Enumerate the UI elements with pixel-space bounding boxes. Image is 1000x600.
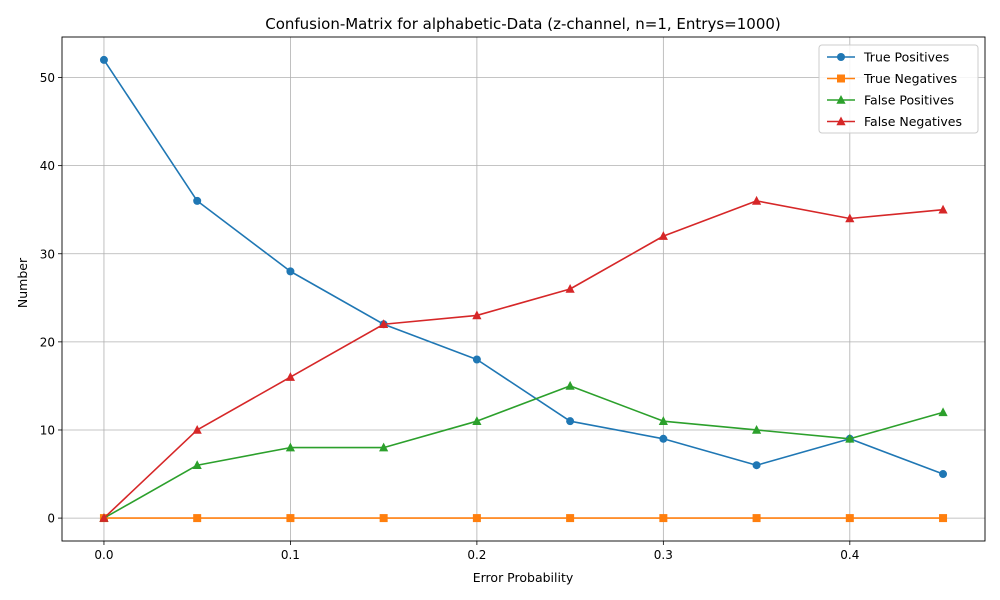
- data-point-true-positives: [939, 470, 948, 479]
- data-point-false-positives: [938, 407, 948, 417]
- legend-label-false-negatives: False Negatives: [864, 114, 962, 129]
- legend-label-false-positives: False Positives: [864, 93, 954, 108]
- x-tick-label: 0.3: [654, 548, 673, 562]
- data-point-false-negatives: [285, 372, 296, 381]
- data-point-false-negatives: [565, 284, 575, 293]
- legend: True Positives True Negatives False Positi…: [818, 44, 979, 134]
- data-point-false-positives: [379, 442, 389, 452]
- y-axis-title: Number: [15, 257, 30, 308]
- y-tick-label: 0: [47, 512, 55, 526]
- data-point-true-negatives: [752, 514, 761, 523]
- legend-label-true-negatives: True Negatives: [863, 71, 957, 86]
- data-point-false-negatives: [472, 310, 482, 320]
- data-point-false-positives: [472, 416, 482, 425]
- series-line-false-negatives: [103, 200, 944, 519]
- legend-marker-true-positives: [837, 53, 845, 61]
- data-point-true-negatives: [566, 514, 575, 523]
- y-tick-label: 40: [40, 159, 55, 173]
- data-point-false-positives: [285, 442, 296, 452]
- data-point-true-negatives: [193, 514, 202, 523]
- series-true-negatives: [99, 514, 948, 523]
- data-point-false-negatives: [845, 213, 855, 223]
- x-tick-label: 0.2: [467, 548, 486, 562]
- data-point-true-negatives: [379, 514, 388, 523]
- x-tick-label: 0.1: [281, 548, 300, 562]
- data-point-false-positives: [192, 460, 202, 470]
- data-point-false-negatives: [99, 513, 109, 522]
- data-point-true-negatives: [286, 514, 295, 523]
- data-point-false-positives: [751, 424, 762, 434]
- legend-marker-false-negatives: [836, 116, 846, 126]
- data-point-true-positives: [193, 196, 202, 205]
- data-point-false-negatives: [938, 204, 948, 214]
- data-point-false-positives: [658, 416, 668, 425]
- data-point-true-negatives: [845, 514, 854, 523]
- series-line-true-positives: [103, 59, 944, 475]
- y-tick-label: 30: [40, 247, 55, 261]
- chart-title: Confusion-Matrix for alphabetic-Data (z-…: [265, 15, 781, 33]
- y-tick-label: 20: [40, 335, 55, 349]
- data-point-false-negatives: [379, 319, 389, 329]
- y-tick-label: 50: [40, 71, 55, 85]
- data-point-true-negatives: [659, 514, 668, 523]
- data-point-true-positives: [99, 55, 108, 64]
- plot-frame: [61, 36, 986, 542]
- x-tick-label: 0.0: [94, 548, 113, 562]
- data-point-true-negatives: [939, 514, 948, 523]
- x-axis-title: Error Probability: [473, 570, 574, 585]
- data-point-true-positives: [472, 355, 481, 364]
- data-point-false-negatives: [658, 231, 668, 240]
- series-true-positives: [99, 55, 948, 479]
- data-point-false-positives: [845, 433, 855, 443]
- series-false-negatives: [99, 195, 948, 522]
- series-line-false-positives: [103, 385, 944, 519]
- data-point-true-positives: [659, 434, 668, 443]
- legend-marker-false-positives: [836, 95, 846, 104]
- x-tick-label: 0.4: [840, 548, 859, 562]
- data-point-false-positives: [565, 380, 575, 390]
- data-point-true-positives: [752, 461, 761, 470]
- legend-label-true-positives: True Positives: [863, 50, 949, 65]
- tick-layer: 0.0 0.1 0.2 0.3 0.4 0 10 20 30 40 50: [40, 71, 860, 562]
- data-point-false-negatives: [751, 195, 762, 205]
- y-tick-label: 10: [40, 423, 55, 437]
- data-point-false-negatives: [192, 424, 202, 434]
- data-point-true-positives: [566, 417, 575, 426]
- legend-marker-true-negatives: [837, 74, 845, 83]
- legend-box: [818, 44, 979, 134]
- series-layer: [99, 55, 948, 523]
- data-point-true-positives: [286, 267, 295, 276]
- series-false-positives: [99, 380, 948, 522]
- data-point-true-negatives: [472, 514, 481, 523]
